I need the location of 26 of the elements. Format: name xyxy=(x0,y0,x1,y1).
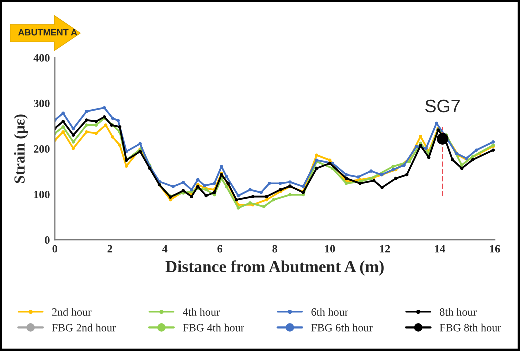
legend-label: FBG 2nd hour xyxy=(52,324,116,332)
y-tick-label: 100 xyxy=(34,191,50,199)
legend-label: FBG 4th hour xyxy=(183,324,244,332)
legend-label: 8th hour xyxy=(440,308,477,316)
y-tick-label: 300 xyxy=(34,100,50,108)
legend-label: FBG 6th hour xyxy=(312,324,373,332)
legend-label: 4th hour xyxy=(183,308,220,316)
x-axis-title: Distance from Abutment A (m) xyxy=(166,260,384,276)
x-tick-label: 6 xyxy=(218,245,223,253)
x-tick-label: 0 xyxy=(52,245,58,253)
legend-label: 6th hour xyxy=(312,308,348,316)
legend-label: 2nd hour xyxy=(52,308,92,316)
y-axis-title: Strain (με) xyxy=(14,114,28,184)
x-tick-label: 8 xyxy=(272,245,278,253)
ref-line-label: SG7 xyxy=(426,100,460,113)
x-tick-label: 12 xyxy=(380,245,390,253)
x-tick-label: 2 xyxy=(108,245,112,253)
legend-label: FBG 8th hour xyxy=(440,324,502,332)
x-tick-label: 16 xyxy=(490,245,500,253)
x-tick-label: 10 xyxy=(325,245,336,253)
y-tick-label: 0 xyxy=(45,236,50,244)
text: ABUTMENT A xyxy=(18,29,78,36)
y-tick-label: 200 xyxy=(34,145,50,153)
x-tick-label: 4 xyxy=(162,245,168,253)
x-tick-label: 14 xyxy=(435,245,446,253)
y-tick-label: 400 xyxy=(34,54,50,62)
